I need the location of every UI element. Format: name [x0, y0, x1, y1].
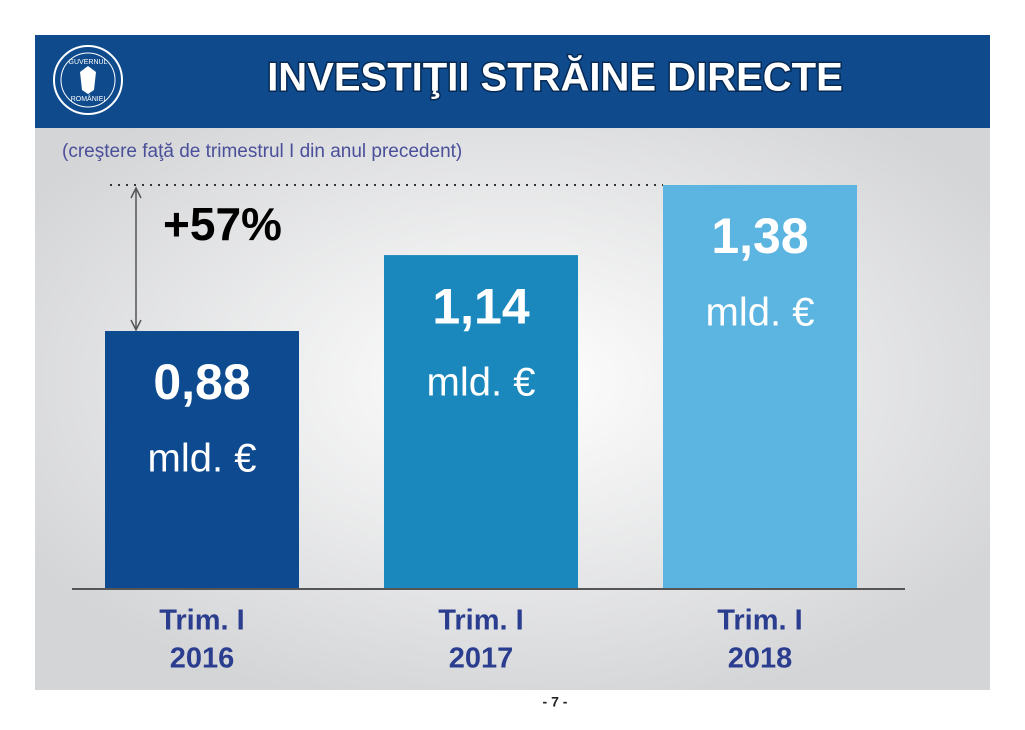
x-tick-label: Trim. I [717, 605, 802, 637]
logo-inner-ring [60, 52, 116, 108]
logo-text: ROMÂNIEI [71, 94, 106, 103]
logo-text: GUVERNUL [69, 59, 108, 66]
unit-label: mld. € [148, 437, 257, 481]
logo-ring [53, 45, 123, 115]
x-tick-label: Trim. I [159, 605, 244, 637]
bar [663, 185, 857, 588]
x-tick-label: 2018 [728, 643, 793, 675]
x-tick-label: 2016 [170, 643, 235, 675]
bar [384, 255, 578, 588]
header-band [35, 35, 990, 128]
x-tick-label: 2017 [449, 643, 514, 675]
bar [105, 331, 299, 588]
logo-emblem [80, 66, 96, 94]
unit-label: mld. € [706, 291, 815, 335]
unit-label: mld. € [427, 361, 536, 405]
arrow-heads [130, 186, 142, 332]
value-label: 1,38 [711, 208, 808, 264]
annotation: +57% [163, 198, 282, 250]
page-number: - 7 - [543, 694, 568, 710]
value-label: 1,14 [432, 278, 530, 334]
chart-subtitle: (creştere faţă de trimestrul I din anul … [62, 141, 462, 162]
chart-title: INVESTIŢII STRĂINE DIRECTE [267, 55, 843, 100]
x-tick-label: Trim. I [438, 605, 523, 637]
value-label: 0,88 [153, 354, 250, 410]
